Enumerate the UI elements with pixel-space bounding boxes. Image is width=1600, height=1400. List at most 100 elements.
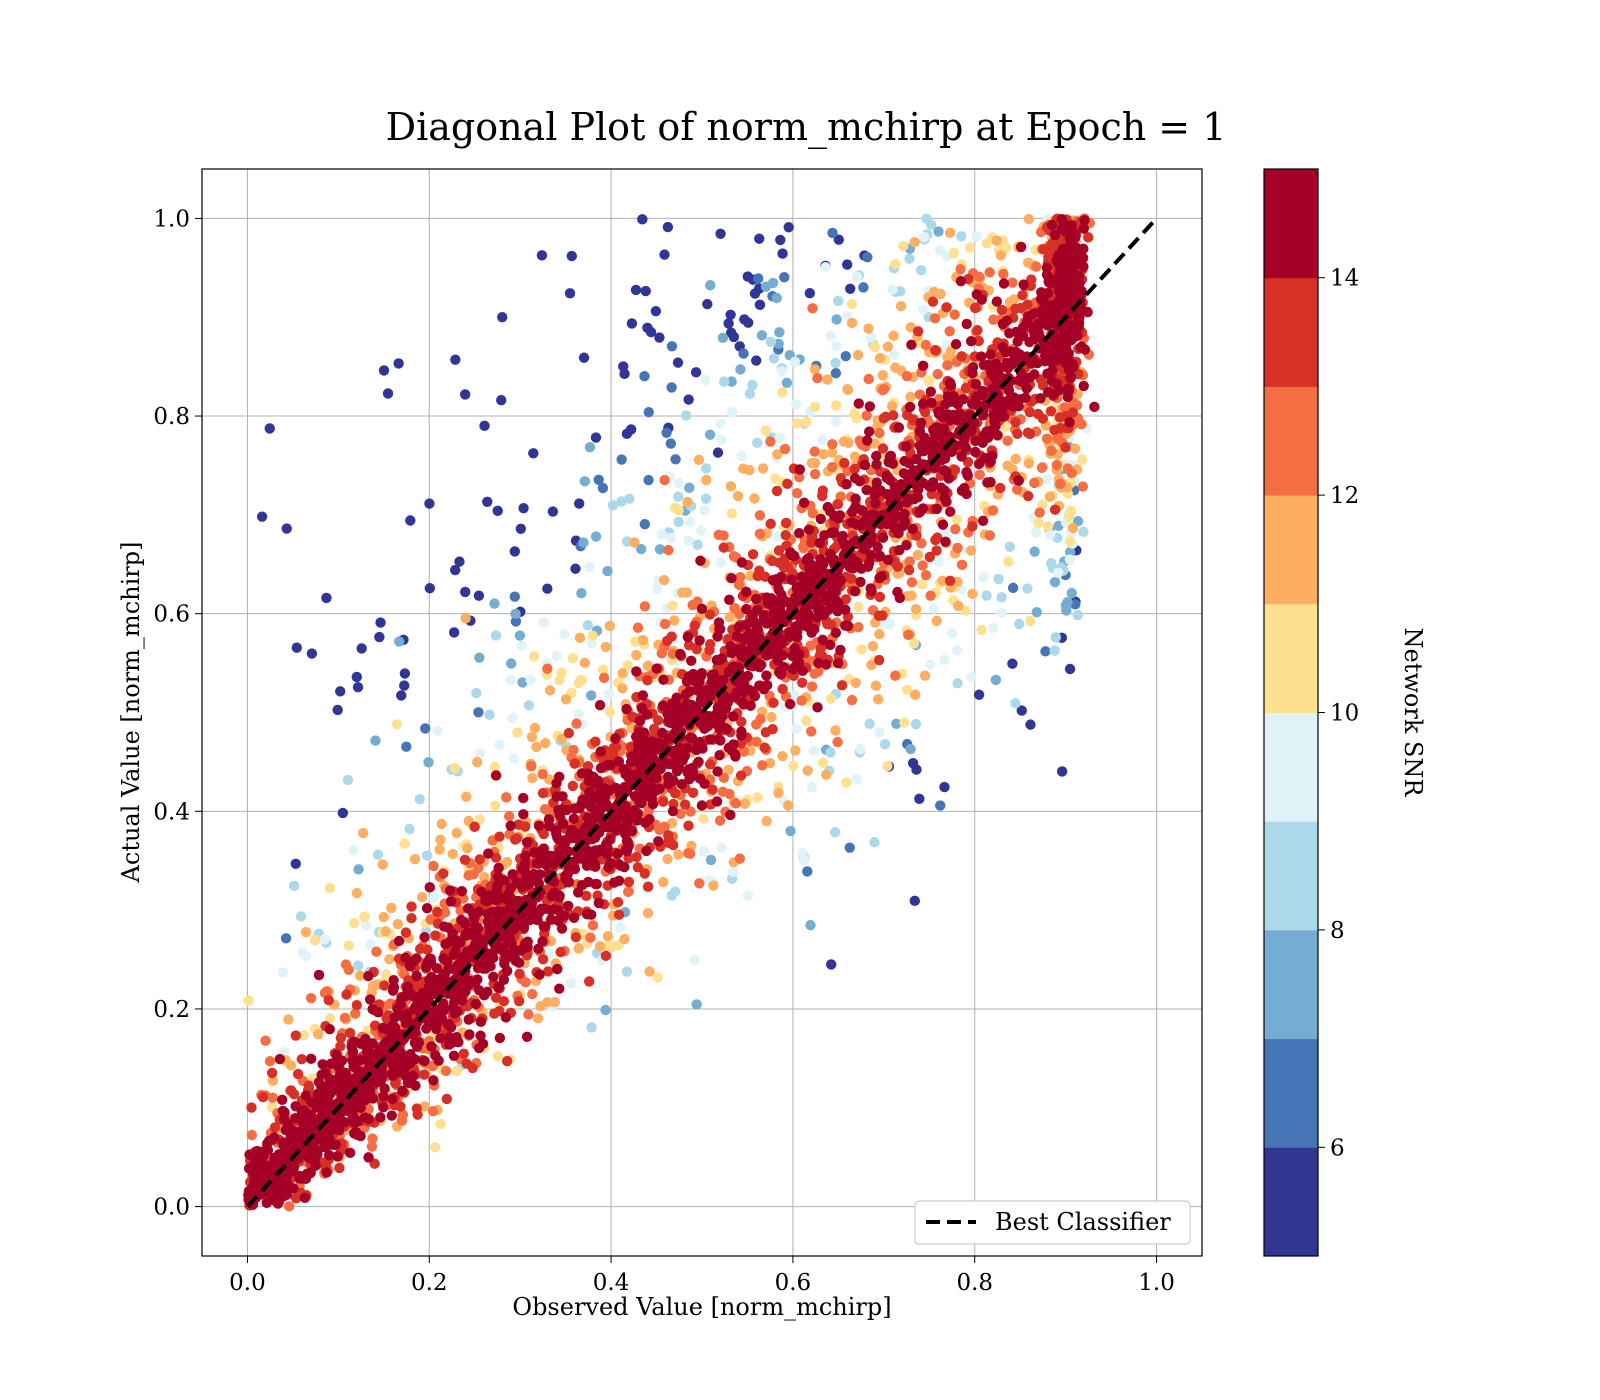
scatter-point: [1002, 460, 1013, 471]
scatter-point: [700, 374, 711, 386]
scatter-point: [996, 592, 1007, 603]
scatter-point: [976, 624, 987, 636]
scatter-point: [730, 798, 741, 809]
scatter-point: [790, 723, 802, 734]
scatter-point: [890, 670, 901, 681]
scatter-point: [877, 610, 888, 621]
scatter-point: [752, 437, 763, 448]
scatter-point: [939, 465, 950, 476]
scatter-point: [551, 650, 563, 662]
scatter-point: [754, 299, 766, 311]
scatter-point: [805, 640, 816, 651]
scatter-point: [482, 496, 493, 507]
scatter-point: [747, 379, 758, 391]
scatter-point: [759, 742, 770, 753]
scatter-point: [670, 454, 681, 465]
scatter-point: [760, 425, 771, 436]
scatter-point: [489, 800, 501, 811]
scatter-point: [624, 493, 635, 505]
scatter-point: [851, 773, 863, 785]
scatter-point: [274, 1053, 286, 1065]
scatter-point: [854, 476, 865, 487]
scatter-point: [794, 464, 805, 475]
scatter-point: [420, 723, 431, 734]
scatter-point: [399, 680, 410, 691]
scatter-point: [855, 576, 866, 588]
scatter-point: [563, 727, 575, 739]
scatter-point: [888, 330, 899, 342]
scatter-point: [705, 734, 716, 745]
scatter-point: [326, 1086, 338, 1097]
scatter-point: [1049, 645, 1060, 656]
scatter-point: [825, 693, 837, 704]
scatter-point: [568, 813, 580, 824]
scatter-point: [726, 376, 737, 387]
scatter-point: [662, 635, 673, 647]
scatter-point: [290, 1193, 302, 1204]
scatter-point: [1051, 459, 1063, 471]
scatter-point: [629, 537, 640, 548]
scatter-point: [919, 670, 931, 681]
scatter-point: [642, 881, 654, 892]
scatter-point: [882, 554, 894, 565]
scatter-point: [692, 539, 703, 550]
scatter-point: [825, 747, 836, 758]
scatter-point: [802, 866, 813, 877]
scatter-point: [521, 1031, 533, 1042]
scatter-point: [243, 995, 254, 1006]
scatter-point: [944, 506, 956, 517]
scatter-point: [667, 648, 679, 659]
scatter-point: [901, 371, 913, 382]
scatter-point: [861, 484, 872, 496]
scatter-point: [430, 930, 441, 941]
scatter-point: [1058, 262, 1070, 274]
scatter-point: [323, 995, 334, 1006]
scatter-point: [342, 774, 354, 786]
scatter-point: [964, 242, 976, 253]
scatter-point: [658, 876, 669, 888]
scatter-point: [836, 680, 848, 691]
scatter-point: [933, 226, 944, 237]
scatter-point: [653, 759, 664, 771]
scatter-point: [475, 1030, 486, 1041]
scatter-point: [782, 478, 793, 490]
scatter-point: [638, 786, 650, 797]
scatter-point: [870, 680, 882, 691]
scatter-point: [428, 1075, 439, 1086]
scatter-point: [581, 909, 593, 920]
scatter-point: [873, 694, 884, 705]
scatter-point: [292, 1068, 304, 1080]
scatter-point: [525, 674, 536, 686]
scatter-point: [673, 849, 684, 860]
scatter-point: [690, 367, 702, 378]
scatter-point: [573, 943, 584, 954]
scatter-point: [918, 231, 930, 243]
scatter-point: [406, 901, 417, 912]
scatter-point: [584, 561, 595, 573]
scatter-point: [1035, 393, 1046, 404]
scatter-point: [1039, 356, 1050, 367]
scatter-point: [597, 482, 609, 494]
scatter-point: [718, 772, 730, 784]
scatter-point: [715, 418, 726, 429]
scatter-point: [907, 414, 919, 426]
scatter-point: [451, 1031, 462, 1043]
scatter-point: [1064, 554, 1075, 565]
scatter-point: [367, 980, 379, 992]
scatter-point: [631, 851, 642, 863]
scatter-point: [375, 1112, 386, 1123]
scatter-point: [799, 855, 810, 867]
scatter-point: [812, 372, 823, 384]
scatter-point: [874, 572, 885, 584]
scatter-point: [684, 686, 695, 697]
scatter-point: [791, 487, 803, 499]
scatter-point: [726, 508, 738, 519]
scatter-point: [448, 1050, 460, 1061]
scatter-point: [529, 722, 541, 734]
scatter-point: [909, 895, 920, 907]
scatter-point: [884, 618, 896, 630]
scatter-point: [899, 508, 910, 520]
scatter-point: [988, 314, 999, 325]
scatter-point: [921, 213, 932, 224]
scatter-point: [1003, 556, 1014, 567]
